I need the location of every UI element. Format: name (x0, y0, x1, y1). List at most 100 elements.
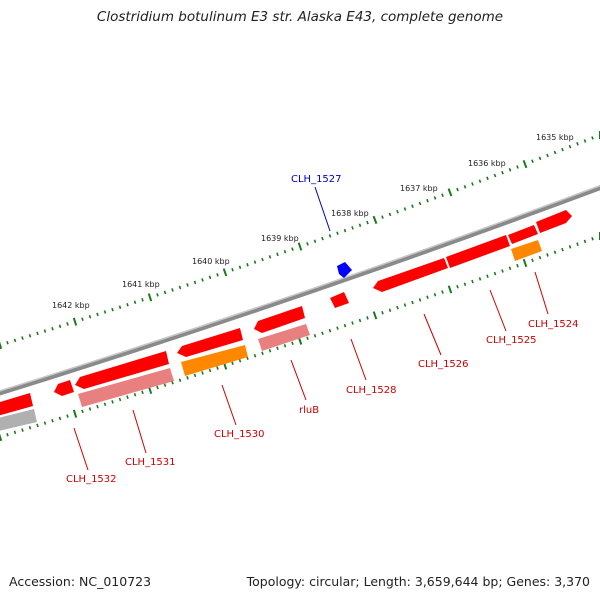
gene-label[interactable]: CLH_1524 (528, 319, 579, 330)
tick-mark (0, 433, 3, 442)
tick-mark (193, 373, 197, 378)
cds-feature[interactable] (446, 235, 510, 268)
tick-mark (403, 207, 407, 211)
tick-mark (426, 295, 429, 300)
tick-mark (531, 258, 534, 263)
tick-mark (493, 271, 497, 276)
tick-mark (561, 247, 564, 252)
tick-label: 1636 kbp (468, 159, 506, 168)
tick-mark (576, 242, 579, 246)
rna-feature[interactable] (181, 345, 248, 376)
tick-mark (147, 293, 153, 302)
tick-label: 1635 kbp (536, 133, 574, 142)
tick-mark (388, 212, 392, 217)
tick-mark (522, 258, 528, 268)
gene-label[interactable]: CLH_1528 (346, 385, 397, 396)
genome-backbone-highlight (0, 184, 600, 392)
tick-mark (411, 204, 414, 208)
tick-mark (72, 317, 78, 326)
tick-mark (21, 428, 24, 432)
tick-mark (163, 290, 167, 295)
cds-feature[interactable] (508, 225, 538, 244)
tick-mark (66, 322, 69, 326)
tick-mark (13, 430, 17, 435)
tick-mark (6, 432, 9, 437)
tick-mark (366, 220, 369, 225)
tick-mark (433, 292, 437, 297)
cds-feature[interactable] (373, 258, 448, 292)
other-feature[interactable] (0, 409, 37, 433)
tick-mark (141, 298, 144, 302)
tick-mark (291, 247, 294, 251)
tick-mark (156, 385, 159, 390)
tick-mark (238, 358, 242, 363)
tick-mark (126, 395, 129, 399)
tick-mark (81, 317, 84, 321)
cds-feature[interactable] (75, 351, 169, 389)
reverse-features (0, 240, 542, 433)
tick-mark (471, 279, 474, 284)
tick-mark (126, 302, 129, 307)
tick-mark (463, 282, 467, 286)
tick-mark (238, 265, 242, 270)
cds-feature[interactable] (330, 292, 349, 308)
tick-mark (583, 139, 587, 143)
tick-mark (253, 353, 257, 358)
tick-mark (43, 329, 47, 333)
tick-mark (522, 160, 528, 169)
tick-mark (96, 312, 99, 317)
regulatory-feature[interactable] (337, 262, 352, 278)
pseudo-feature[interactable] (78, 368, 174, 407)
cds-feature[interactable] (536, 210, 572, 233)
gene-label[interactable]: CLH_1531 (125, 457, 176, 468)
tick-mark (51, 326, 54, 331)
cds-feature[interactable] (177, 328, 243, 357)
forward-features (0, 210, 572, 418)
tick-mark (426, 198, 429, 203)
tick-mark (306, 242, 309, 246)
tick-mark (21, 336, 24, 340)
tick-mark (103, 402, 107, 407)
tick-mark (372, 215, 378, 224)
gene-label[interactable]: rluB (299, 405, 319, 416)
map-title: Clostridium botulinum E3 str. Alaska E43… (96, 9, 504, 25)
tick-mark (447, 285, 453, 294)
gene-label[interactable]: CLH_1526 (418, 359, 469, 370)
pseudo-feature[interactable] (258, 324, 310, 351)
tick-mark (156, 293, 159, 297)
cds-feature[interactable] (54, 380, 74, 396)
tick-mark (133, 300, 137, 305)
tick-mark (456, 187, 459, 192)
tick-mark (261, 351, 264, 356)
tick-mark (291, 341, 294, 346)
tick-mark (366, 316, 369, 320)
tick-mark (372, 311, 378, 320)
tick-mark (576, 142, 579, 146)
tick-mark (516, 263, 519, 268)
gene-label[interactable]: CLH_1530 (214, 429, 265, 440)
tick-mark (58, 324, 62, 329)
tick-mark (471, 182, 474, 186)
tick-mark (328, 328, 332, 333)
tick-mark (141, 390, 144, 395)
tick-mark (186, 376, 189, 380)
accession-text: Accession: NC_010723 (9, 574, 152, 589)
tick-mark (88, 407, 92, 411)
tick-mark (418, 298, 422, 302)
tick-mark (336, 231, 339, 236)
gene-label[interactable]: CLH_1527 (291, 174, 342, 185)
gene-label[interactable]: CLH_1532 (66, 474, 117, 485)
tick-mark (501, 170, 504, 175)
tick-mark (568, 144, 572, 149)
tick-mark (208, 275, 212, 280)
rna-feature[interactable] (511, 240, 542, 261)
tick-mark (538, 255, 542, 260)
gene-label[interactable]: CLH_1525 (486, 335, 537, 346)
tick-mark (0, 341, 3, 350)
cds-feature[interactable] (254, 306, 305, 333)
tick-mark (441, 193, 444, 197)
tick-mark (343, 228, 347, 233)
tick-mark (283, 343, 287, 348)
tick-mark (508, 266, 512, 271)
cds-feature[interactable] (0, 393, 33, 418)
